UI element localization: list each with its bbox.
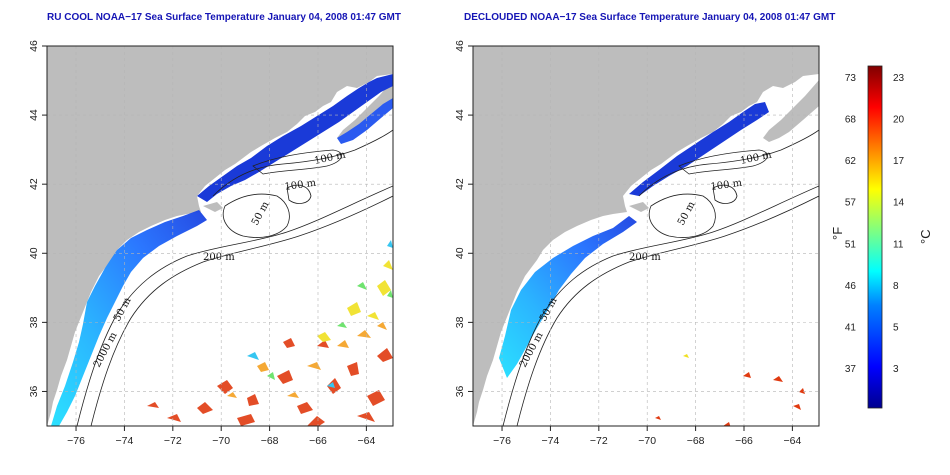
right-lon-tick-label: −76	[493, 435, 511, 447]
colorbar-fahrenheit-tick: 62	[845, 156, 857, 167]
colorbar-celsius-ticks: 23 20 17 14 11 8 5 3	[893, 73, 905, 375]
right-lat-tick-label: 38	[454, 316, 466, 328]
contour-label-200m: 200 m	[629, 252, 661, 263]
left-lon-tick-label: −68	[261, 435, 279, 447]
left-lon-tick-label: −66	[309, 435, 327, 447]
fahrenheit-unit-label: °F	[830, 227, 845, 240]
left-lat-tick-label: 42	[28, 178, 40, 190]
right-lon-tick-label: −74	[542, 435, 560, 447]
colorbar-fahrenheit-tick: 37	[845, 364, 857, 375]
left-grid	[47, 46, 393, 426]
colorbar-celsius-tick: 17	[893, 156, 905, 167]
colorbar-fahrenheit-ticks: 73 68 62 57 51 46 41 37	[845, 73, 857, 375]
left-lat-tick-label: 46	[28, 40, 40, 52]
left-map-title: RU COOL NOAA−17 Sea Surface Temperature …	[47, 12, 401, 23]
contour-label-100m-lower: 100 m	[284, 178, 317, 193]
right-map-title: DECLOUDED NOAA−17 Sea Surface Temperatur…	[464, 12, 836, 23]
left-lon-tick-label: −72	[164, 435, 182, 447]
right-lon-tick-label: −70	[638, 435, 656, 447]
colorbar-fahrenheit-tick: 57	[845, 198, 857, 209]
colorbar: 73 68 62 57 51 46 41 37 23 20 17 14 11 8 5 3 °F °C	[830, 65, 933, 409]
right-lon-tick-label: −66	[735, 435, 753, 447]
left-lat-tick-label: 36	[28, 385, 40, 397]
colorbar-ramp	[867, 65, 883, 409]
colorbar-celsius-tick: 3	[893, 364, 899, 375]
right-lat-tick-label: 42	[454, 178, 466, 190]
contour-label-100m-lower: 100 m	[710, 178, 743, 193]
right-axes: −76 −74 −72 −70 −68 −66 −64 36 38 40 42 44 46	[454, 40, 802, 447]
left-lat-tick-label: 40	[28, 247, 40, 259]
colorbar-fahrenheit-tick: 41	[845, 322, 857, 333]
colorbar-celsius-tick: 23	[893, 73, 905, 84]
left-lat-tick-label: 44	[28, 109, 40, 121]
left-map: 100 m 100 m 50 m 200 m 50 m 2000 m −76 −7…	[28, 40, 394, 447]
celsius-unit-label: °C	[918, 229, 933, 244]
left-lon-tick-label: −64	[357, 435, 375, 447]
colorbar-celsius-tick: 8	[893, 281, 899, 292]
colorbar-celsius-tick: 11	[893, 239, 904, 250]
right-lon-tick-label: −64	[783, 435, 801, 447]
left-lon-tick-label: −70	[212, 435, 230, 447]
colorbar-fahrenheit-tick: 46	[845, 281, 857, 292]
colorbar-celsius-tick: 5	[893, 322, 899, 333]
left-lon-tick-label: −74	[116, 435, 134, 447]
right-lat-tick-label: 44	[454, 109, 466, 121]
right-lat-tick-label: 36	[454, 385, 466, 397]
right-lon-tick-label: −68	[687, 435, 705, 447]
colorbar-fahrenheit-tick: 68	[845, 115, 857, 126]
left-lat-tick-label: 38	[28, 316, 40, 328]
right-grid	[473, 46, 819, 426]
right-lat-tick-label: 40	[454, 247, 466, 259]
left-lon-tick-label: −76	[67, 435, 85, 447]
left-axes: −76 −74 −72 −70 −68 −66 −64 36 38 40 42 44 46	[28, 40, 376, 447]
colorbar-fahrenheit-tick: 73	[845, 73, 857, 84]
right-map: 100 m 100 m 50 m 200 m 50 m 2000 m −76 −7…	[454, 40, 820, 447]
right-lat-tick-label: 46	[454, 40, 466, 52]
contour-label-200m: 200 m	[203, 252, 235, 263]
right-lon-tick-label: −72	[590, 435, 608, 447]
colorbar-celsius-tick: 14	[893, 198, 905, 209]
colorbar-celsius-tick: 20	[893, 115, 905, 126]
colorbar-fahrenheit-tick: 51	[845, 239, 857, 250]
